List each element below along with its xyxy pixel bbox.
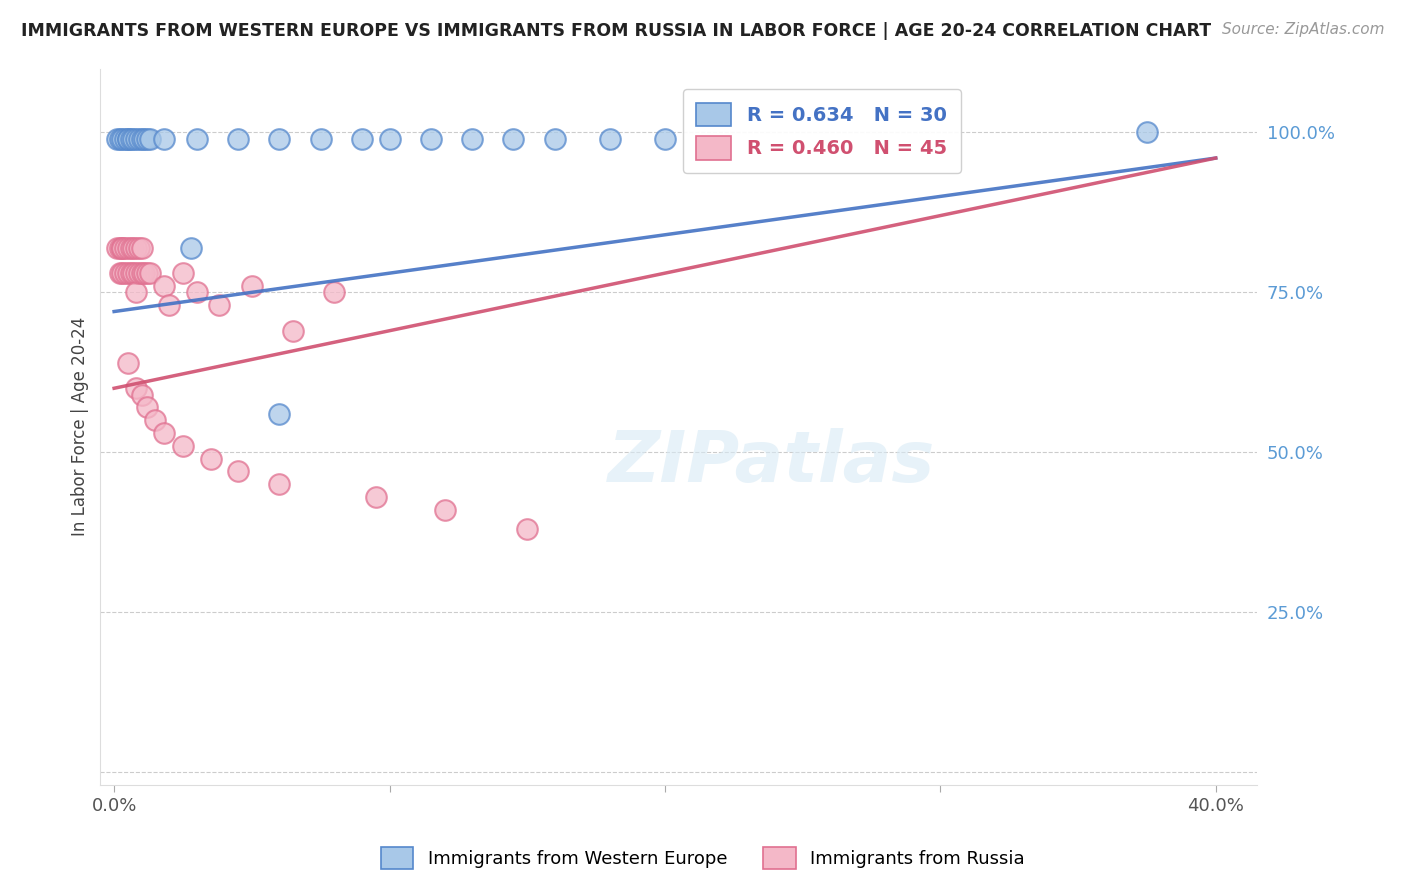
Point	[364, 490, 387, 504]
Point	[108, 266, 131, 280]
Point	[117, 241, 139, 255]
Point	[120, 266, 142, 280]
Point	[226, 464, 249, 478]
Point	[145, 413, 167, 427]
Point	[108, 241, 131, 255]
Point	[172, 439, 194, 453]
Point	[131, 387, 153, 401]
Point	[134, 266, 156, 280]
Point	[136, 266, 159, 280]
Point	[323, 285, 346, 300]
Point	[378, 132, 401, 146]
Point	[128, 241, 150, 255]
Point	[139, 132, 162, 146]
Point	[114, 132, 136, 146]
Point	[269, 132, 291, 146]
Point	[172, 266, 194, 280]
Point	[128, 132, 150, 146]
Point	[125, 285, 148, 300]
Point	[114, 241, 136, 255]
Point	[111, 266, 134, 280]
Point	[152, 132, 174, 146]
Text: Source: ZipAtlas.com: Source: ZipAtlas.com	[1222, 22, 1385, 37]
Point	[350, 132, 373, 146]
Point	[157, 298, 180, 312]
Point	[139, 266, 162, 280]
Point	[152, 279, 174, 293]
Point	[208, 298, 231, 312]
Point	[281, 324, 304, 338]
Point	[122, 266, 145, 280]
Point	[111, 241, 134, 255]
Point	[200, 451, 222, 466]
Point	[186, 132, 208, 146]
Point	[125, 132, 148, 146]
Point	[1136, 126, 1159, 140]
Point	[120, 241, 142, 255]
Point	[117, 356, 139, 370]
Point	[136, 401, 159, 415]
Point	[180, 241, 202, 255]
Point	[125, 381, 148, 395]
Point	[269, 477, 291, 491]
Point	[105, 132, 128, 146]
Point	[111, 241, 134, 255]
Point	[122, 241, 145, 255]
Point	[461, 132, 484, 146]
Point	[309, 132, 332, 146]
Point	[516, 522, 538, 536]
Legend: Immigrants from Western Europe, Immigrants from Russia: Immigrants from Western Europe, Immigran…	[373, 838, 1033, 879]
Point	[269, 407, 291, 421]
Point	[654, 132, 676, 146]
Legend: R = 0.634   N = 30, R = 0.460   N = 45: R = 0.634 N = 30, R = 0.460 N = 45	[683, 89, 960, 173]
Point	[131, 266, 153, 280]
Text: IMMIGRANTS FROM WESTERN EUROPE VS IMMIGRANTS FROM RUSSIA IN LABOR FORCE | AGE 20: IMMIGRANTS FROM WESTERN EUROPE VS IMMIGR…	[21, 22, 1211, 40]
Point	[117, 132, 139, 146]
Y-axis label: In Labor Force | Age 20-24: In Labor Force | Age 20-24	[72, 317, 89, 536]
Point	[105, 241, 128, 255]
Point	[544, 132, 567, 146]
Point	[186, 285, 208, 300]
Point	[108, 132, 131, 146]
Point	[131, 241, 153, 255]
Point	[114, 266, 136, 280]
Point	[226, 132, 249, 146]
Text: ZIPatlas: ZIPatlas	[607, 428, 935, 497]
Point	[125, 241, 148, 255]
Point	[117, 266, 139, 280]
Point	[117, 132, 139, 146]
Point	[433, 502, 456, 516]
Point	[125, 266, 148, 280]
Point	[419, 132, 441, 146]
Point	[502, 132, 524, 146]
Point	[240, 279, 263, 293]
Point	[599, 132, 621, 146]
Point	[136, 132, 159, 146]
Point	[120, 132, 142, 146]
Point	[111, 132, 134, 146]
Point	[134, 132, 156, 146]
Point	[152, 425, 174, 440]
Point	[128, 266, 150, 280]
Point	[122, 132, 145, 146]
Point	[131, 132, 153, 146]
